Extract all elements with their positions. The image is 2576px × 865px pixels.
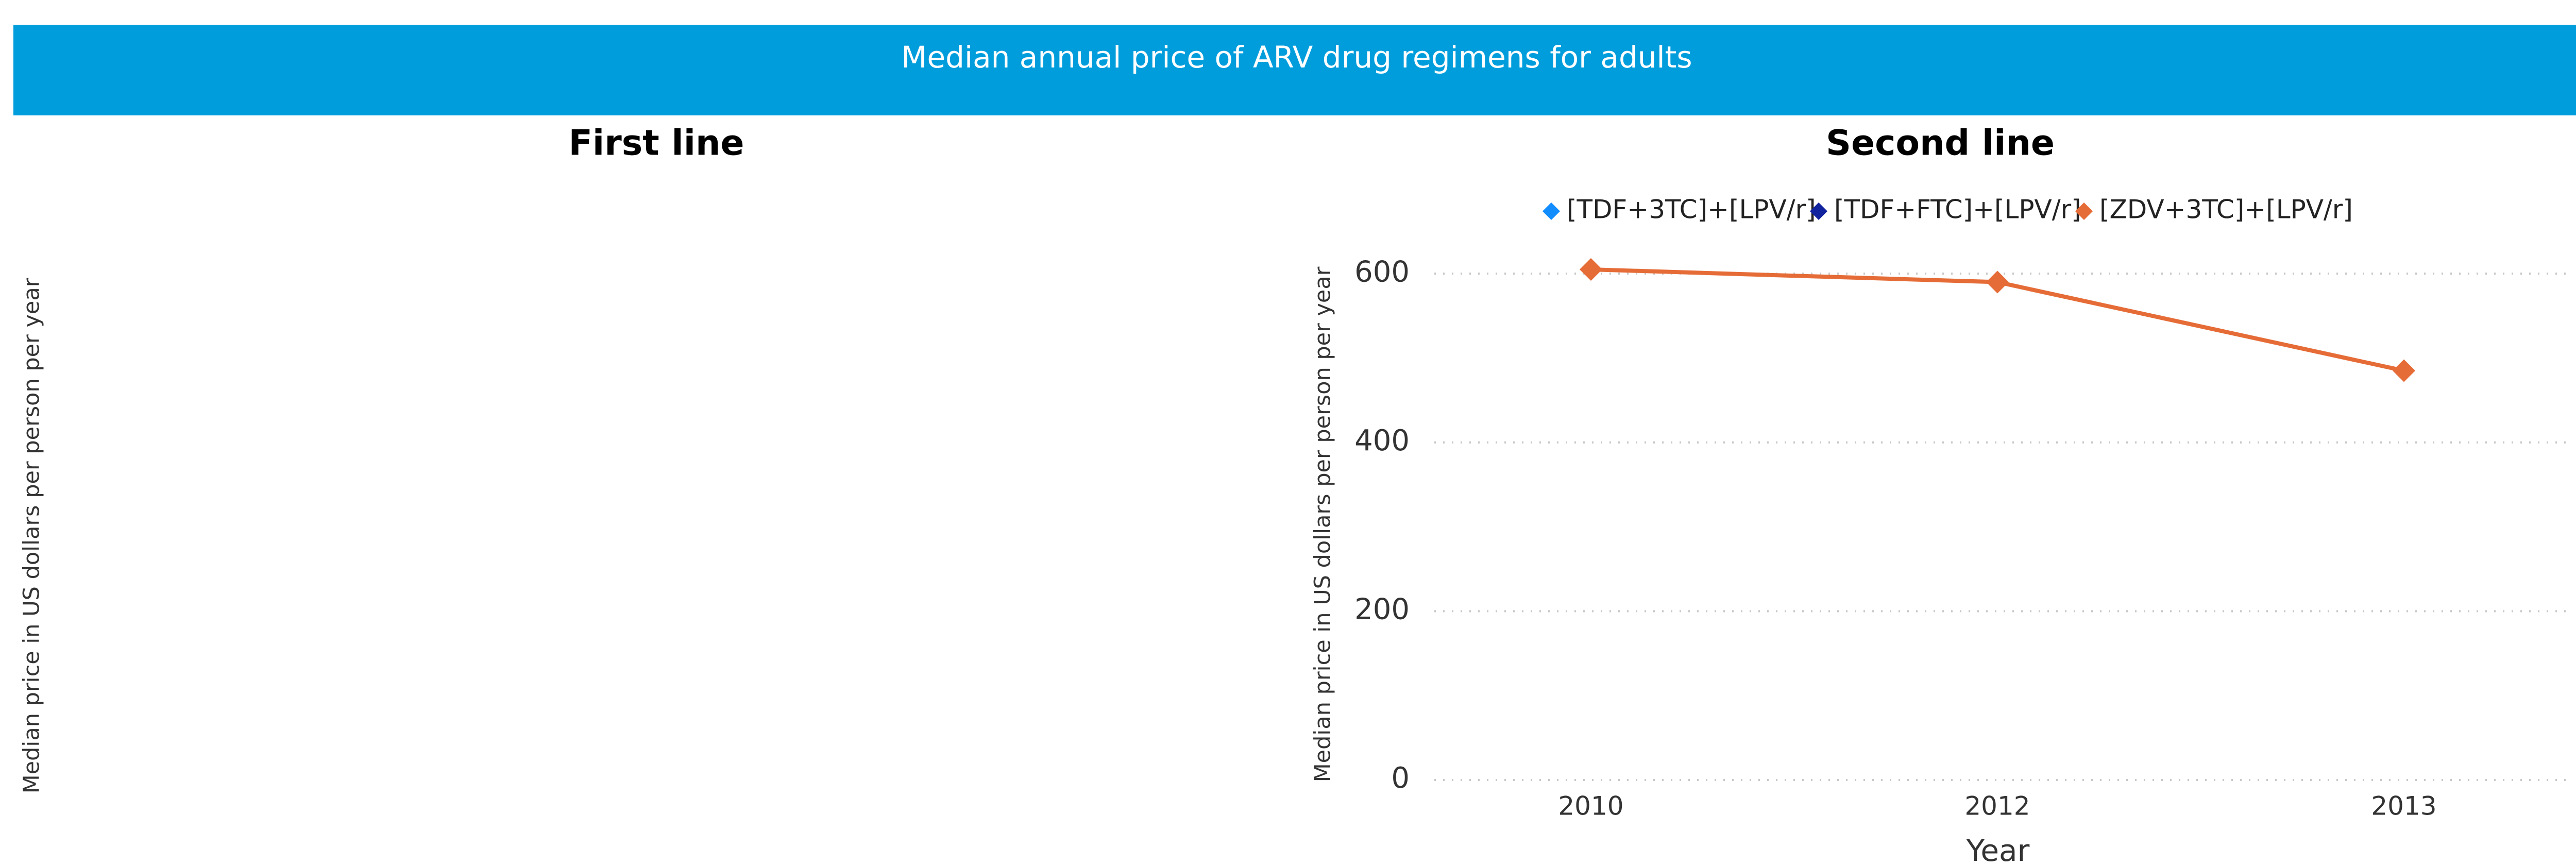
header-title: Median annual price of ARV drug regimens… [901, 40, 1692, 75]
legend-marker [2075, 202, 2093, 220]
point-marker [1986, 270, 2009, 294]
header-bar [13, 25, 2576, 115]
legend-label: [TDF+3TC]+[LPV/r] [1567, 195, 1816, 225]
legend-marker [1543, 202, 1560, 220]
y-tick-label: 200 [1354, 593, 1410, 626]
legend-marker [1810, 202, 1827, 220]
point-marker [2393, 359, 2415, 382]
y-axis-label: Median price in US dollars per person pe… [19, 278, 45, 793]
legend-label: [TDF+FTC]+[LPV/r] [1834, 195, 2081, 225]
y-tick-label: 0 [1391, 761, 1410, 795]
y-tick-label: 400 [1354, 424, 1410, 457]
x-tick-label: 2012 [1964, 791, 2030, 821]
chart-title: First line [568, 123, 744, 164]
x-axis-label: Year [1966, 833, 2030, 865]
x-tick-label: 2010 [1558, 791, 1623, 821]
y-tick-label: 600 [1354, 255, 1410, 289]
x-tick-label: 2013 [2371, 791, 2436, 821]
y-axis-label: Median price in US dollars per person pe… [1310, 266, 1336, 782]
point-marker [1580, 258, 1602, 281]
chart-title: Second line [1826, 123, 2055, 164]
legend-label: [ZDV+3TC]+[LPV/r] [2099, 195, 2353, 225]
